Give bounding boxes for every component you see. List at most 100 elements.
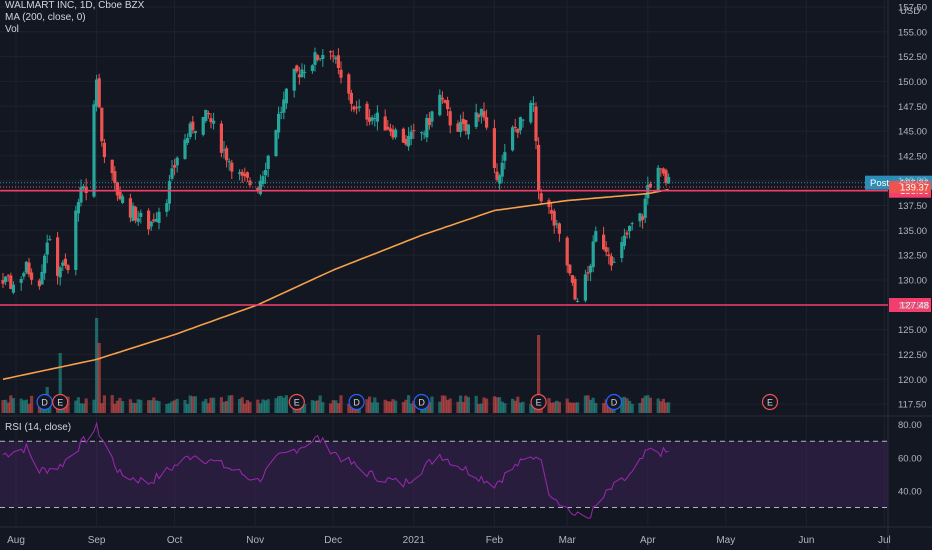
volume-bar	[131, 402, 135, 413]
dividend-marker[interactable]	[36, 393, 53, 411]
volume-bar	[277, 396, 281, 413]
time-tick-label: Mar	[559, 535, 577, 546]
candle-body	[303, 71, 307, 73]
volume-bar	[118, 397, 122, 413]
candle-body	[646, 184, 650, 199]
volume-bar	[555, 400, 559, 413]
volume-bar	[274, 398, 278, 413]
earnings-marker[interactable]	[52, 393, 69, 411]
candle-body	[206, 112, 210, 115]
volume-bar	[27, 403, 31, 413]
candle-body	[193, 130, 197, 134]
candle-body	[352, 106, 356, 110]
volume-bar	[165, 403, 169, 413]
time-tick-label: Sep	[88, 535, 106, 546]
dividend-marker[interactable]	[413, 393, 430, 411]
post-tag-label: Post	[870, 178, 889, 189]
price-tick-label: 152.50	[898, 52, 927, 63]
ma-legend[interactable]: MA (200, close, 0)	[5, 12, 86, 23]
volume-bar	[370, 402, 374, 413]
candle-body	[539, 193, 543, 202]
volume-bar	[209, 397, 213, 413]
candle-body	[183, 139, 187, 159]
volume-bar	[576, 402, 580, 413]
volume-bar	[495, 397, 499, 413]
price-tick-label: 130.00	[898, 275, 927, 286]
candle-body	[282, 99, 286, 113]
volume-bar	[656, 398, 660, 413]
event-marker-label: E	[294, 398, 300, 408]
volume-bar	[136, 399, 140, 413]
volume-bar	[557, 401, 561, 413]
volume-bar	[219, 397, 223, 413]
candle-body	[331, 55, 335, 57]
volume-bar	[79, 403, 83, 413]
level-price-badge[interactable]	[889, 297, 931, 312]
candle-body	[446, 100, 450, 110]
candle-body	[643, 198, 647, 218]
candle-body	[466, 124, 470, 135]
volume-bar	[95, 318, 99, 413]
candle-body	[534, 106, 538, 142]
volume-bar	[92, 399, 96, 413]
candle-body	[238, 172, 242, 174]
last-price-badge[interactable]	[889, 180, 931, 193]
candle-body	[664, 170, 668, 184]
candle-body	[336, 55, 340, 68]
candle-body	[277, 113, 281, 133]
volume-bar	[500, 401, 504, 413]
volume-bar	[664, 402, 668, 413]
price-tick-label: 135.00	[898, 226, 927, 237]
volume-bar	[100, 403, 104, 413]
candle-body	[537, 144, 541, 192]
dividend-marker[interactable]	[348, 393, 365, 411]
earnings-marker[interactable]	[530, 393, 547, 411]
candle-body	[66, 265, 70, 271]
volume-bar	[461, 401, 465, 413]
volume-bar	[243, 403, 247, 413]
candle-body	[97, 78, 101, 108]
volume-bar	[134, 403, 138, 413]
volume-bar	[336, 403, 340, 413]
volume-bar	[438, 401, 442, 413]
volume-legend[interactable]: Vol	[5, 24, 19, 35]
volume-bar	[375, 402, 379, 413]
volume-bar	[622, 396, 626, 413]
ma-layer	[2, 188, 669, 381]
volume-bar	[477, 403, 481, 413]
volume-bar	[188, 395, 192, 413]
event-marker-label: D	[41, 398, 48, 408]
earnings-marker[interactable]	[761, 393, 779, 411]
candle-body	[110, 159, 114, 174]
volume-bar	[222, 401, 226, 413]
volume-bar	[427, 402, 431, 413]
candle-body	[334, 57, 338, 60]
candle-body	[659, 168, 663, 170]
dividend-marker[interactable]	[605, 393, 623, 411]
symbol-legend[interactable]: WALMART INC, 1D, Cboe BZX	[5, 0, 145, 11]
candle-body	[191, 121, 195, 131]
rsi-legend[interactable]: RSI (14, close)	[5, 422, 72, 433]
candle-body	[612, 261, 616, 263]
volume-bar	[321, 402, 325, 413]
price-tick-label: 127.50	[898, 300, 927, 311]
candle-body	[37, 280, 41, 287]
candle-body	[485, 117, 489, 128]
candle-body	[365, 103, 369, 120]
volume-bar	[310, 400, 314, 413]
volume-bar	[547, 398, 551, 413]
volume-bar	[74, 400, 78, 413]
candle-body	[630, 223, 634, 225]
volume-bar	[227, 395, 231, 413]
volume-bar	[175, 398, 179, 413]
candle-body	[56, 237, 60, 276]
candle-body	[152, 219, 156, 222]
volume-bar	[386, 401, 390, 413]
candle-body	[279, 111, 283, 113]
earnings-marker[interactable]	[288, 393, 305, 411]
candle-body	[503, 152, 507, 161]
event-marker-label: D	[418, 398, 425, 408]
